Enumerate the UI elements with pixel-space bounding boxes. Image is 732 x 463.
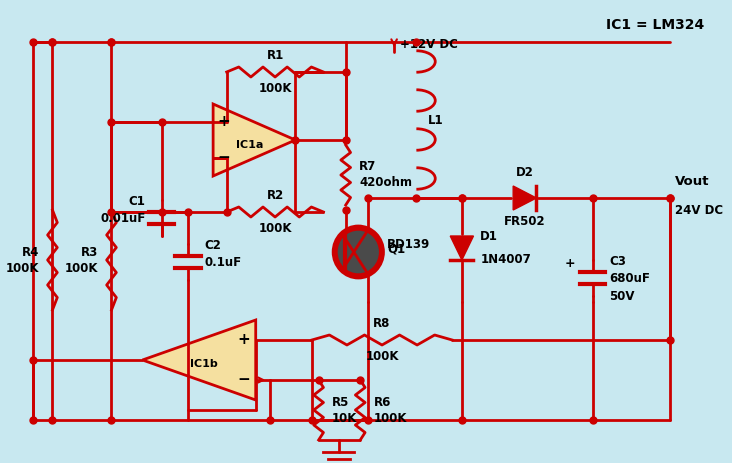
- Circle shape: [337, 231, 379, 273]
- Text: 100K: 100K: [374, 412, 407, 425]
- Text: 24V DC: 24V DC: [675, 204, 723, 217]
- Text: R6: R6: [374, 395, 391, 408]
- Circle shape: [333, 226, 384, 278]
- Text: 100K: 100K: [64, 262, 98, 275]
- Text: FR502: FR502: [504, 215, 545, 228]
- Text: 680uF: 680uF: [609, 271, 650, 284]
- Text: Vout: Vout: [675, 175, 709, 188]
- Text: 100K: 100K: [258, 222, 292, 235]
- Text: +: +: [564, 257, 575, 270]
- Text: 100K: 100K: [5, 262, 39, 275]
- Text: C2: C2: [204, 239, 221, 252]
- Text: IC1 = LM324: IC1 = LM324: [605, 18, 704, 32]
- Text: 1N4007: 1N4007: [480, 253, 531, 266]
- Text: 100K: 100K: [365, 350, 399, 363]
- Text: BD139: BD139: [387, 238, 430, 251]
- Text: C3: C3: [609, 255, 626, 268]
- Text: D2: D2: [516, 166, 534, 179]
- Text: IC1b: IC1b: [190, 359, 218, 369]
- Text: −: −: [238, 373, 250, 388]
- Polygon shape: [513, 186, 537, 210]
- Text: −: −: [217, 150, 230, 165]
- Text: Q1: Q1: [387, 243, 406, 256]
- Text: R2: R2: [266, 189, 284, 202]
- Polygon shape: [143, 320, 255, 400]
- Text: 100K: 100K: [258, 82, 292, 95]
- Text: 0.01uF: 0.01uF: [100, 212, 146, 225]
- Text: 10K: 10K: [332, 412, 357, 425]
- Text: 0.1uF: 0.1uF: [204, 256, 242, 269]
- Text: R8: R8: [373, 317, 391, 330]
- Text: R3: R3: [81, 245, 98, 258]
- Text: D1: D1: [480, 230, 498, 243]
- Polygon shape: [213, 104, 296, 176]
- Text: +: +: [217, 114, 230, 130]
- Text: R4: R4: [21, 245, 39, 258]
- Text: R5: R5: [332, 395, 350, 408]
- Text: IC1a: IC1a: [236, 140, 263, 150]
- Text: 420ohm: 420ohm: [359, 176, 412, 189]
- Polygon shape: [450, 236, 474, 260]
- Text: R7: R7: [359, 161, 376, 174]
- Text: +: +: [238, 332, 250, 348]
- Text: 50V: 50V: [609, 290, 635, 303]
- Text: +12V DC: +12V DC: [400, 38, 458, 50]
- Text: C1: C1: [129, 195, 146, 208]
- Text: R1: R1: [266, 49, 284, 62]
- Text: L1: L1: [428, 113, 444, 126]
